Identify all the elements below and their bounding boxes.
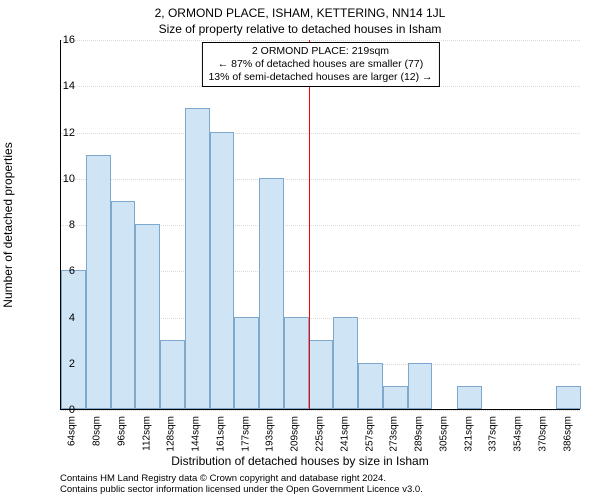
x-tick-label: 128sqm (166, 416, 177, 452)
histogram-bar (309, 340, 334, 409)
histogram-bar (185, 108, 210, 409)
histogram-bar (383, 386, 408, 409)
x-tick-label: 273sqm (389, 416, 400, 452)
annotation-line-2: ← 87% of detached houses are smaller (77… (208, 58, 432, 71)
x-tick-label: 225sqm (315, 416, 326, 452)
histogram-bar (408, 363, 433, 409)
histogram-bar (135, 224, 160, 409)
x-tick-label: 177sqm (240, 416, 251, 452)
x-tick-label: 112sqm (141, 416, 152, 451)
histogram-bar (259, 178, 284, 409)
x-tick-label: 209sqm (290, 416, 301, 452)
y-tick-label: 10 (45, 173, 75, 185)
histogram-bar (210, 132, 235, 410)
y-tick-label: 12 (45, 127, 75, 139)
gridline (61, 179, 580, 180)
x-tick-label: 96sqm (116, 416, 127, 446)
y-tick-label: 6 (45, 265, 75, 277)
credits: Contains HM Land Registry data © Crown c… (60, 474, 423, 496)
x-tick-label: 64sqm (67, 416, 78, 446)
x-tick-label: 257sqm (364, 416, 375, 452)
gridline (61, 40, 580, 41)
y-tick-label: 14 (45, 80, 75, 92)
histogram-bar (333, 317, 358, 410)
credits-line-2: Contains public sector information licen… (60, 485, 423, 496)
x-tick-label: 144sqm (191, 416, 202, 452)
annotation-box: 2 ORMOND PLACE: 219sqm ← 87% of detached… (201, 42, 439, 87)
annotation-line-1: 2 ORMOND PLACE: 219sqm (208, 45, 432, 58)
histogram-bar (358, 363, 383, 409)
x-tick-label: 80sqm (92, 416, 103, 446)
histogram-bar (556, 386, 581, 409)
y-tick-label: 0 (45, 404, 75, 416)
histogram-bar (160, 340, 185, 409)
x-tick-label: 386sqm (562, 416, 573, 452)
plot-area: 2 ORMOND PLACE: 219sqm ← 87% of detached… (60, 40, 580, 410)
x-tick-label: 370sqm (537, 416, 548, 452)
x-tick-label: 161sqm (215, 416, 226, 452)
marker-line (309, 40, 310, 409)
x-tick-label: 193sqm (265, 416, 276, 452)
histogram-bar (284, 317, 309, 410)
x-tick-label: 321sqm (463, 416, 474, 452)
x-axis-label: Distribution of detached houses by size … (0, 454, 600, 468)
x-tick-label: 337sqm (488, 416, 499, 452)
histogram-bar (457, 386, 482, 409)
x-tick-label: 241sqm (339, 416, 350, 452)
y-tick-label: 2 (45, 358, 75, 370)
chart-container: 2, ORMOND PLACE, ISHAM, KETTERING, NN14 … (0, 0, 600, 500)
y-axis-label: Number of detached properties (1, 142, 15, 307)
chart-subtitle: Size of property relative to detached ho… (0, 22, 600, 36)
histogram-bar (61, 270, 86, 409)
y-tick-label: 8 (45, 219, 75, 231)
histogram-bar (234, 317, 259, 410)
y-tick-label: 16 (45, 34, 75, 46)
chart-title: 2, ORMOND PLACE, ISHAM, KETTERING, NN14 … (0, 6, 600, 20)
x-tick-label: 289sqm (414, 416, 425, 452)
x-tick-label: 305sqm (438, 416, 449, 452)
gridline (61, 410, 580, 411)
gridline (61, 133, 580, 134)
x-tick-label: 354sqm (513, 416, 524, 452)
annotation-line-3: 13% of semi-detached houses are larger (… (208, 71, 432, 84)
histogram-bar (86, 155, 111, 409)
y-tick-label: 4 (45, 312, 75, 324)
histogram-bar (111, 201, 136, 409)
